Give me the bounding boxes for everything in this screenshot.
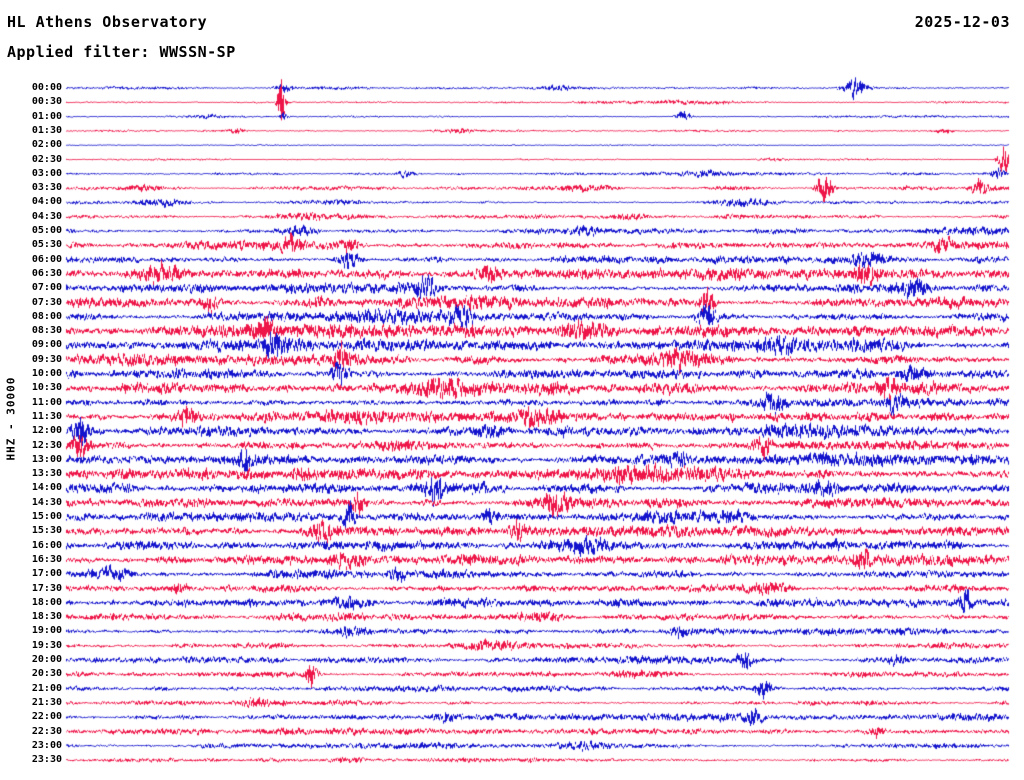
seismogram-canvas — [0, 0, 1024, 780]
helicorder-page: HL Athens Observatory 2025-12-03 Applied… — [0, 0, 1024, 780]
